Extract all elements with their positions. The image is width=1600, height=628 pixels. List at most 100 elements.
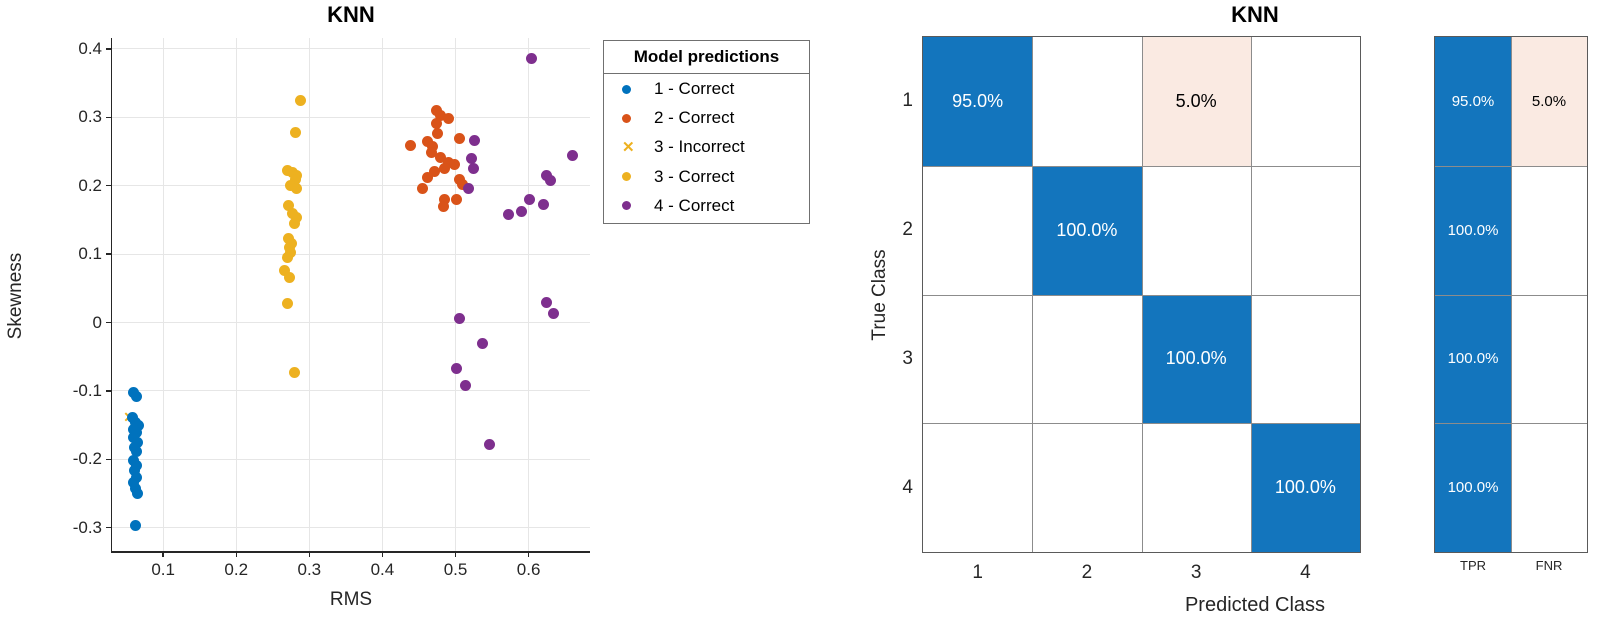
scatter-point: [417, 182, 429, 194]
scatter-point: [435, 152, 447, 164]
summary-column-label: FNR: [1535, 558, 1563, 573]
scatter-point: [541, 297, 553, 309]
x-gridline: [308, 38, 310, 551]
legend-title: Model predictions: [604, 41, 809, 74]
confusion-figure: KNN True Class Predicted Class 95.0% 5.0%…: [860, 0, 1600, 628]
scatter-point: [130, 390, 142, 402]
scatter-point: [523, 193, 535, 205]
true-class-tick-label: 3: [902, 347, 913, 369]
matrix-cell: [923, 423, 1033, 552]
x-gridline: [455, 38, 457, 551]
matrix-cell: 100.0%: [1141, 294, 1251, 424]
legend-dot-marker-icon: [622, 201, 631, 211]
scatter-point: [469, 135, 481, 147]
y-tick-label: 0.3: [78, 107, 102, 127]
y-tick-label: 0.4: [78, 38, 102, 58]
scatter-plot-area: 0.1 0.2 0.3 0.4 0.5 0.6 0.4 0.3 0.2 0.1 0 -0.1 -0.2 -…: [73, 38, 590, 579]
scatter-point: [477, 338, 489, 350]
confusion-title: KNN: [1231, 2, 1279, 27]
matrix-cell: 100.0%: [1250, 423, 1360, 552]
summary-cell: 95.0%: [1435, 37, 1511, 166]
y-gridline: [112, 48, 590, 50]
y-tick-label: 0.2: [78, 175, 102, 195]
scatter-point: [284, 179, 296, 191]
legend-item: ✕ 3 - Incorrect: [604, 137, 809, 157]
x-tickmark: [527, 551, 530, 557]
y-tickmark: [106, 48, 112, 50]
scatter-point: [295, 95, 307, 107]
scatter-point: [453, 312, 465, 324]
scatter-point: [502, 208, 514, 220]
scatter-point: [526, 53, 538, 65]
matrix-cell: [1141, 165, 1251, 295]
legend-item: 1 - Correct: [604, 79, 809, 99]
scatter-point: [422, 172, 434, 184]
scatter-point: [439, 193, 451, 205]
summary-gridline: [1435, 423, 1587, 425]
summary-cell: 100.0%: [1435, 165, 1511, 295]
scatter-point: [426, 140, 438, 152]
scatter-point: [451, 362, 463, 374]
x-tick-label: 0.2: [224, 560, 249, 579]
y-tick-label: 0.1: [78, 244, 102, 264]
legend-item-label: 4 - Correct: [654, 195, 735, 215]
legend-items: 1 - Correct 2 - Correct ✕ 3 - Incorrect 3 - …: [604, 74, 809, 223]
x-tickmark: [381, 551, 384, 557]
y-gridline: [112, 527, 590, 529]
predicted-class-tick-label: 1: [972, 562, 983, 583]
scatter-figure: KNN Skewness RMS 0.1 0.2 0.3 0.4 0.5 0.6 0.4 0.…: [5, 2, 810, 610]
summary-cell: [1511, 165, 1587, 295]
scatter-point: [538, 198, 550, 210]
legend-item: 3 - Correct: [604, 167, 809, 187]
scatter-point: [439, 163, 451, 175]
x-tick-label: 0.5: [443, 560, 468, 579]
scatter-point: [129, 465, 141, 477]
scatter-point: [278, 265, 290, 277]
scatter-point: [289, 126, 301, 138]
y-gridline: [112, 390, 590, 392]
legend-dot-marker-icon: [622, 113, 631, 123]
matrix-cell: [1032, 294, 1142, 424]
matrix-cell: [923, 165, 1033, 295]
matrix-cell: 95.0%: [923, 37, 1033, 166]
scatter-point: [442, 112, 454, 124]
confusion-matrix-area: 95.0% 5.0% 100.0% 100.0% 100.0% 1 2 3 4 1 2 3 4 95.0%…: [860, 0, 1600, 628]
summary-cell: 100.0%: [1435, 423, 1511, 552]
scatter-point: [291, 182, 303, 194]
legend-item-label: 1 - Correct: [654, 79, 735, 98]
summary-border: [1434, 36, 1588, 553]
true-class-tick-label: 4: [902, 476, 913, 498]
summary-gridline: [1435, 294, 1587, 296]
true-class-tick-label: 1: [902, 90, 913, 112]
predicted-class-tick-label: 2: [1081, 562, 1093, 583]
y-gridline: [112, 458, 590, 460]
scatter-point: [437, 200, 449, 212]
scatter-point: [127, 477, 139, 489]
summary-cell: 100.0%: [1435, 294, 1511, 424]
scatter-point: [466, 152, 478, 164]
scatter-point: [432, 127, 444, 139]
scatter-point: [547, 308, 559, 320]
scatter-point: [131, 445, 143, 457]
scatter-point: [459, 379, 471, 391]
matrix-cell: [1032, 37, 1142, 166]
x-tick-label: 0.1: [151, 560, 175, 579]
matrix-cell: [1250, 37, 1360, 166]
y-tickmark: [106, 321, 112, 324]
y-gridline: [112, 116, 590, 118]
matrix-cell: [1250, 294, 1360, 424]
legend-x-marker-icon: ✕: [622, 138, 635, 156]
y-gridline: [112, 185, 590, 187]
scatter-point: [515, 206, 527, 218]
x-tick-label: 0.6: [516, 560, 541, 579]
matrix-cell: [1141, 423, 1251, 552]
scatter-point: [283, 200, 295, 212]
matrix-cell: 5.0%: [1141, 37, 1251, 166]
scatter-point: [467, 163, 479, 175]
matrix-cell: [1032, 423, 1142, 552]
x-tickmark: [308, 551, 311, 557]
summary-cell: [1511, 294, 1587, 424]
x-gridline: [162, 38, 164, 551]
scatter-point: [129, 520, 141, 532]
